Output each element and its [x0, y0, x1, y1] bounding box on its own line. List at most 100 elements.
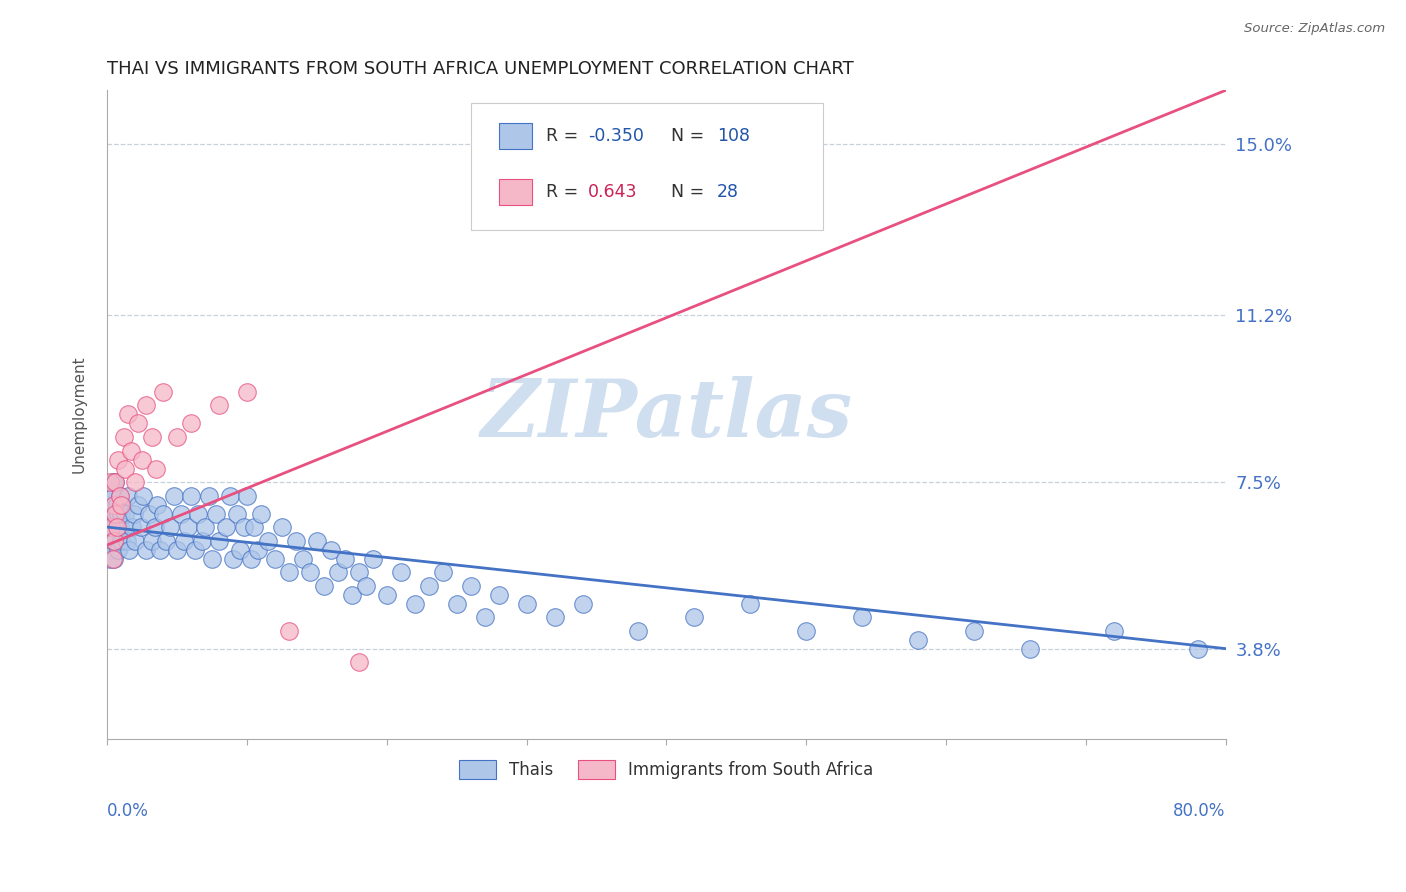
Point: [100, 520, 122, 534]
Point: [117, 489, 139, 503]
Point: [120, 443, 142, 458]
Point: [103, 551, 125, 566]
Point: [104, 507, 127, 521]
Point: [104, 507, 127, 521]
FancyBboxPatch shape: [499, 123, 531, 149]
Point: [131, 452, 153, 467]
Point: [152, 384, 174, 399]
Point: [389, 565, 412, 579]
Text: -0.350: -0.350: [588, 127, 644, 145]
Point: [627, 624, 650, 638]
Point: [100, 520, 122, 534]
Point: [104, 475, 127, 489]
Point: [149, 542, 172, 557]
Point: [127, 498, 149, 512]
Point: [112, 520, 135, 534]
Point: [143, 520, 166, 534]
Y-axis label: Unemployment: Unemployment: [72, 356, 86, 474]
Text: THAI VS IMMIGRANTS FROM SOUTH AFRICA UNEMPLOYMENT CORRELATION CHART: THAI VS IMMIGRANTS FROM SOUTH AFRICA UNE…: [107, 60, 853, 78]
Point: [460, 579, 482, 593]
Point: [198, 489, 221, 503]
Point: [108, 489, 131, 503]
Text: ZIPatlas: ZIPatlas: [481, 376, 852, 453]
Point: [794, 624, 817, 638]
Point: [103, 498, 125, 512]
Point: [187, 507, 209, 521]
Point: [101, 551, 124, 566]
Point: [404, 597, 426, 611]
Point: [108, 520, 131, 534]
Point: [141, 430, 163, 444]
Point: [98, 475, 121, 489]
Point: [543, 610, 565, 624]
Point: [319, 542, 342, 557]
Point: [101, 533, 124, 548]
FancyBboxPatch shape: [471, 103, 823, 229]
Point: [170, 507, 193, 521]
Point: [107, 452, 129, 467]
Point: [1102, 624, 1125, 638]
Point: [333, 551, 356, 566]
Point: [236, 384, 259, 399]
Point: [243, 520, 266, 534]
Point: [347, 565, 370, 579]
Text: 28: 28: [717, 183, 738, 201]
Point: [129, 520, 152, 534]
Point: [571, 597, 593, 611]
Point: [100, 542, 122, 557]
Point: [104, 533, 127, 548]
Point: [146, 498, 169, 512]
Point: [963, 624, 986, 638]
Point: [257, 533, 280, 548]
Point: [208, 399, 231, 413]
Point: [141, 533, 163, 548]
Point: [326, 565, 349, 579]
Point: [152, 507, 174, 521]
Point: [298, 565, 321, 579]
Point: [354, 579, 377, 593]
Point: [194, 520, 217, 534]
Legend: Thais, Immigrants from South Africa: Thais, Immigrants from South Africa: [453, 753, 880, 786]
Point: [98, 498, 121, 512]
Point: [205, 507, 228, 521]
Point: [101, 475, 124, 489]
Point: [166, 542, 188, 557]
Point: [270, 520, 292, 534]
Point: [105, 498, 128, 512]
Text: 108: 108: [717, 127, 749, 145]
Point: [110, 507, 132, 521]
Point: [263, 551, 285, 566]
Point: [247, 542, 270, 557]
Point: [112, 430, 135, 444]
Text: 0.0%: 0.0%: [107, 802, 149, 820]
Text: R =: R =: [546, 127, 583, 145]
Point: [347, 655, 370, 669]
Point: [361, 551, 384, 566]
Point: [135, 399, 157, 413]
Point: [180, 417, 202, 431]
Point: [138, 507, 160, 521]
Point: [145, 461, 167, 475]
Point: [233, 520, 256, 534]
Text: R =: R =: [546, 183, 583, 201]
Point: [208, 533, 231, 548]
Point: [103, 498, 125, 512]
Point: [375, 588, 398, 602]
Point: [105, 520, 128, 534]
Point: [132, 489, 155, 503]
Point: [114, 461, 136, 475]
Point: [110, 498, 132, 512]
Point: [110, 533, 132, 548]
Point: [104, 475, 127, 489]
Point: [740, 597, 762, 611]
Point: [277, 565, 299, 579]
Point: [103, 533, 125, 548]
Point: [432, 565, 454, 579]
Point: [340, 588, 363, 602]
Point: [135, 542, 157, 557]
Point: [488, 588, 510, 602]
Text: Source: ZipAtlas.com: Source: ZipAtlas.com: [1244, 22, 1385, 36]
Point: [107, 507, 129, 521]
Point: [851, 610, 873, 624]
Point: [121, 520, 143, 534]
